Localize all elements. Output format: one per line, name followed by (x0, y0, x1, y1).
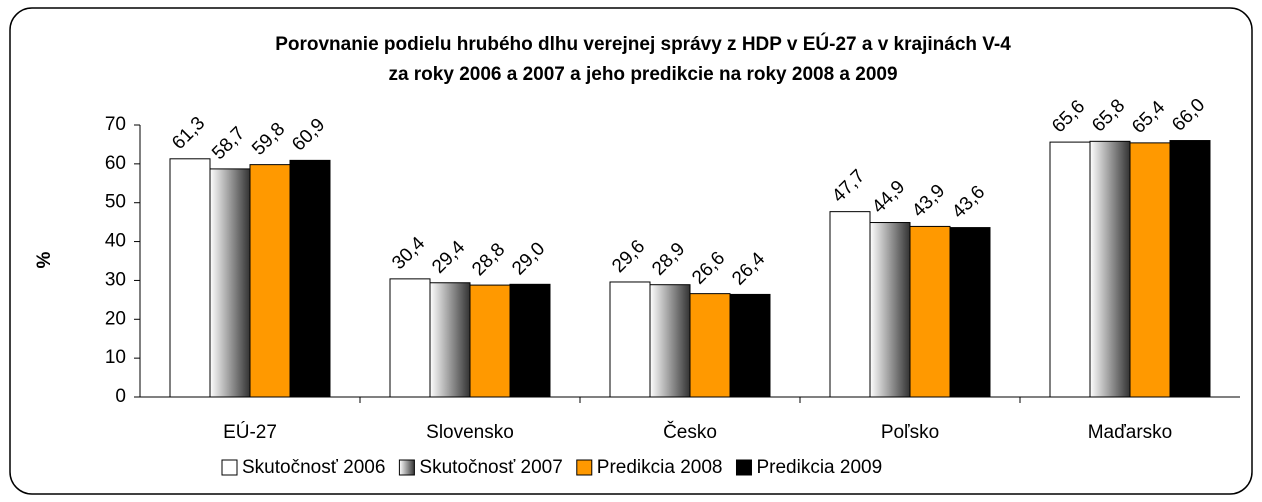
legend-label: Predikcia 2009 (756, 457, 882, 478)
bar (689, 293, 731, 398)
legend-swatch (221, 459, 238, 476)
y-tick-label: 10 (105, 347, 126, 368)
legend-swatch (398, 459, 415, 476)
bar (949, 227, 991, 398)
y-tick-label: 30 (105, 269, 126, 290)
bar (389, 278, 431, 398)
chart-title: Porovnanie podielu hrubého dlhu verejnej… (275, 33, 1011, 55)
bar (1089, 140, 1131, 398)
bar (249, 164, 291, 398)
x-tick-label: Maďarsko (1088, 422, 1173, 443)
legend-label: Skutočnosť 2007 (419, 457, 562, 478)
bar (649, 284, 691, 398)
legend-swatch (735, 459, 752, 476)
bar (429, 282, 471, 398)
legend-label: Skutočnosť 2006 (242, 457, 385, 478)
legend-swatch (576, 459, 593, 476)
x-tick-label: Česko (663, 421, 717, 443)
y-tick-label: 40 (105, 231, 126, 252)
x-tick-label: Poľsko (881, 422, 939, 443)
x-tick-label: EÚ-27 (223, 421, 277, 443)
y-tick-label: 70 (105, 114, 126, 135)
bar (729, 293, 771, 398)
y-tick-label: 60 (105, 153, 126, 174)
y-axis-label: % (34, 251, 55, 268)
y-tick-label: 20 (105, 308, 126, 329)
bar (289, 159, 331, 398)
bar (1169, 140, 1211, 398)
bar (509, 283, 551, 398)
bar (909, 225, 951, 398)
chart-subtitle: za roky 2006 a 2007 a jeho predikcie na … (388, 64, 897, 85)
y-tick-label: 50 (105, 192, 126, 213)
bar (469, 284, 511, 398)
bar (169, 158, 211, 398)
bar (209, 168, 251, 398)
x-tick-label: Slovensko (426, 422, 514, 443)
legend-label: Predikcia 2008 (597, 457, 723, 478)
bar (1129, 142, 1171, 398)
bar (1049, 141, 1091, 398)
y-tick-label: 0 (115, 386, 126, 407)
bar (829, 211, 871, 398)
bar (609, 281, 651, 398)
bar (869, 222, 911, 398)
